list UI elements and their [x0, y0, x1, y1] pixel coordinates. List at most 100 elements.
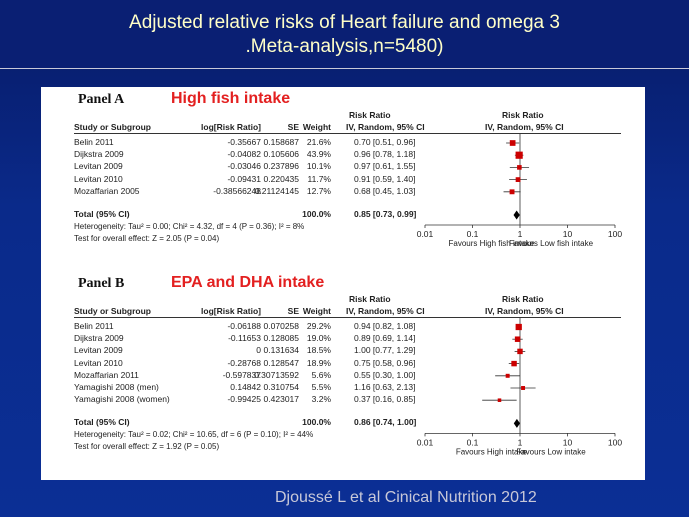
- panel-a-study-ci: 0.97 [0.61, 1.55]: [354, 161, 416, 172]
- panel-b-header-ci-left: IV, Random, 95% CI: [346, 306, 425, 316]
- panel-a-header-se: SE: [287, 122, 299, 132]
- panel-b-study-se: 0.131634: [263, 345, 299, 356]
- panel-a-weight-square: [509, 140, 516, 146]
- panel-a-header-weight: Weight: [302, 122, 331, 132]
- panel-b-header-rr-left: Risk Ratio: [349, 294, 391, 304]
- panel-a-overall-effect: Test for overall effect: Z = 2.05 (P = 0…: [74, 234, 220, 243]
- panel-a-tick-label: 1: [518, 229, 523, 239]
- panel-b-total-weight: 100.0%: [302, 417, 331, 428]
- panel-a-heterogeneity: Heterogeneity: Tau² = 0.00; Chi² = 4.32,…: [74, 222, 305, 231]
- panel-b-favours-left: Favours High intake: [456, 447, 528, 456]
- panel-b-study-logrr: 0.14842: [230, 382, 261, 392]
- panel-b-weight-square: [505, 373, 510, 378]
- panel-a-header-study: Study or Subgroup: [74, 122, 151, 132]
- panel-b-weight-square: [521, 386, 526, 390]
- panel-b-study-se: 0.128085: [263, 333, 299, 344]
- panel-b-study-ci: 0.89 [0.69, 1.14]: [354, 333, 416, 344]
- panel-a-total-diamond: [513, 210, 520, 220]
- panel-b-study-ci: 1.16 [0.63, 2.13]: [354, 382, 416, 392]
- panel-b-study-weight: 18.5%: [306, 345, 331, 356]
- panel-a-weight-square: [515, 177, 521, 182]
- panel-a-study-logrr: -0.03046: [227, 161, 261, 172]
- panel-a-study-name: Levitan 2009: [74, 161, 123, 172]
- panel-b-weight-square: [515, 323, 522, 331]
- panel-b-study-logrr: -0.99425: [227, 394, 261, 405]
- panel-a-study-se: 0.105606: [263, 149, 299, 160]
- panel-b-study-logrr: -0.06188: [227, 321, 261, 331]
- panel-b-label: Panel B: [78, 276, 125, 291]
- panel-a-study-ci: 0.68 [0.45, 1.03]: [354, 185, 416, 196]
- panel-a-total-weight: 100.0%: [302, 209, 331, 219]
- panel-a-study-name: Mozaffarian 2005: [74, 185, 140, 196]
- panel-b-tick-label: 10: [563, 437, 573, 447]
- panel-a-study-weight: 43.9%: [306, 149, 331, 160]
- panel-a-study-logrr: -0.09431: [227, 173, 261, 184]
- panel-a-study-se: 0.237896: [263, 161, 299, 172]
- panel-a-header-rr-left: Risk Ratio: [349, 110, 391, 120]
- panel-b-study-se: 0.423017: [263, 394, 299, 405]
- panel-a-study-ci: 0.91 [0.59, 1.40]: [354, 173, 416, 184]
- panel-b-tick-label: 1: [518, 437, 523, 447]
- panel-b-header-weight: Weight: [302, 306, 331, 316]
- panel-b-study-ci: 0.55 [0.30, 1.00]: [354, 369, 416, 380]
- panel-b-tick-label: 0.01: [417, 437, 434, 447]
- panel-a-study-weight: 11.7%: [307, 173, 331, 184]
- panel-b-overall-effect: Test for overall effect: Z = 1.92 (P = 0…: [74, 442, 220, 452]
- panel-b-study-weight: 3.2%: [311, 394, 331, 405]
- forest-plot-figure: Panel A High fish intake Risk Ratio Risk Ra…: [41, 87, 645, 480]
- panel-a-study-ci: 0.96 [0.78, 1.18]: [354, 149, 416, 160]
- panel-b-weight-square: [511, 360, 517, 367]
- panel-b-header-rr-right: Risk Ratio: [502, 294, 544, 304]
- panel-a-header-rule: [74, 133, 621, 134]
- panel-a-study-se: 0.220435: [263, 173, 299, 184]
- panel-b-study-name: Dijkstra 2009: [74, 333, 124, 344]
- panel-b-header-logrr: log[Risk Ratio]: [201, 306, 261, 316]
- panel-a-tick-label: 100: [608, 229, 622, 239]
- title-bar: Adjusted relative risks of Heart failure…: [0, 0, 689, 69]
- panel-b-study-ci: 0.37 [0.16, 0.85]: [354, 394, 416, 405]
- panel-b-study-ci: 0.75 [0.58, 0.96]: [354, 357, 416, 368]
- panel-b-study-logrr: -0.597837: [222, 369, 261, 380]
- panel-b-study-ci: 1.00 [0.77, 1.29]: [354, 345, 416, 356]
- panel-a-study-name: Dijkstra 2009: [74, 149, 124, 160]
- panel-b-study-se: 0.070258: [263, 321, 299, 331]
- panel-b-tick-label: 100: [608, 437, 622, 447]
- panel-b-study-se: 0.30713592: [254, 369, 299, 380]
- panel-a-total-ci: 0.85 [0.73, 0.99]: [354, 209, 417, 219]
- panel-b-study-weight: 19.0%: [306, 333, 331, 344]
- panel-a-study-name: Levitan 2010: [74, 173, 123, 184]
- panel-b-study-name: Levitan 2009: [74, 345, 123, 356]
- panel-b-tick-label: 0.1: [467, 437, 479, 447]
- panel-b-study-weight: 5.5%: [311, 382, 331, 392]
- panel-b-study-ci: 0.94 [0.82, 1.08]: [354, 321, 416, 331]
- panel-b-header-rule: [74, 317, 621, 318]
- panel-a-tick-label: 0.1: [467, 229, 479, 239]
- panel-a-study-weight: 10.1%: [306, 161, 331, 172]
- slide-title-line1: Adjusted relative risks of Heart failure…: [129, 12, 560, 33]
- panel-b-study-weight: 29.2%: [306, 321, 331, 331]
- panel-a-study-se: 0.158687: [263, 137, 299, 147]
- panel-a-forest-plot: 0.01 0.1 1 10 100 Favours High fish intakeFav…: [417, 133, 622, 248]
- panel-a-weight-square: [515, 151, 523, 159]
- panel-b-study-name: Yamagishi 2008 (men): [74, 382, 159, 392]
- panel-a-study-name: Belin 2011: [74, 137, 114, 147]
- panel-b-study-logrr: -0.11653: [228, 333, 261, 344]
- panel-b-total-ci: 0.86 [0.74, 1.00]: [354, 417, 417, 428]
- panel-a-header-rr-right: Risk Ratio: [502, 110, 544, 120]
- panel-a-study-logrr: -0.35667: [227, 137, 261, 147]
- slide-title-line2: .Meta-analysis,n=5480): [245, 36, 444, 57]
- panel-a-study-logrr: -0.38566248: [213, 185, 261, 196]
- panel-b-study-logrr: -0.28768: [227, 357, 261, 368]
- panel-b-study-name: Levitan 2010: [74, 357, 123, 368]
- panel-a-header-logrr: log[Risk Ratio]: [201, 122, 261, 132]
- panel-a-total-label: Total (95% CI): [74, 209, 130, 219]
- panel-a-favours-right: Favours Low fish intake: [509, 239, 594, 248]
- panel-a-study-ci: 0.70 [0.51, 0.96]: [354, 137, 416, 147]
- panel-b-study-name: Yamagishi 2008 (women): [74, 394, 170, 405]
- panel-b-study-name: Mozaffarian 2011: [74, 369, 139, 380]
- panel-b-total-label: Total (95% CI): [74, 417, 130, 428]
- panel-b-favours-right: Favours Low intake: [516, 447, 586, 456]
- panel-a-study-weight: 12.7%: [306, 185, 331, 196]
- panel-b-weight-square: [514, 336, 521, 342]
- panel-b-weight-square: [517, 348, 523, 355]
